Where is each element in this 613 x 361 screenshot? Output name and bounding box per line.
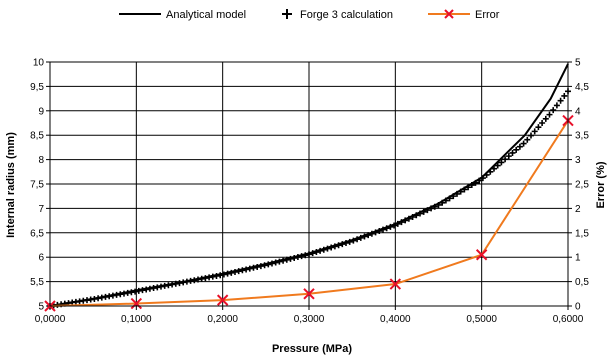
forge-marker <box>520 140 527 147</box>
forge-marker <box>561 92 568 99</box>
x-axis-ticks: 0,0000 0,1000 0,2000 0,3000 0,4000 0,5000 0,60… <box>35 306 584 325</box>
x-axis-title: Pressure (MPa) <box>272 343 352 355</box>
forge-marker <box>505 153 512 160</box>
error-marker <box>130 297 143 310</box>
y-tick-label: 8 <box>38 155 44 166</box>
forge-marker <box>494 162 501 169</box>
forge-marker <box>531 128 538 135</box>
forge-marker <box>553 102 560 109</box>
y2-tick-label: 4,5 <box>575 82 589 93</box>
legend-swatch-forge <box>282 9 292 19</box>
legend-item-analytical: Analytical model <box>119 9 246 21</box>
y-axis-title: Internal radius (mm) <box>5 132 17 238</box>
y-tick-label: 7,5 <box>30 180 44 191</box>
y-tick-label: 10 <box>33 58 45 69</box>
x-tick-label: 0,6000 <box>553 314 584 325</box>
y-tick-label: 5 <box>38 302 44 313</box>
x-tick-label: 0,0000 <box>35 314 66 325</box>
y-tick-label: 5,5 <box>30 277 44 288</box>
y-tick-label: 8,5 <box>30 131 44 142</box>
y-tick-label: 9 <box>38 106 44 117</box>
error-marker <box>303 288 315 300</box>
forge-marker <box>513 146 520 153</box>
legend: Analytical model Forge 3 calculation Err… <box>119 9 500 21</box>
legend-item-error: Error <box>428 9 500 21</box>
x-tick-label: 0,2000 <box>207 314 238 325</box>
plot-area-frame <box>49 61 569 307</box>
x-tick-label: 0,1000 <box>121 314 152 325</box>
forge-marker <box>528 132 534 139</box>
y2-tick-label: 1 <box>575 253 581 264</box>
error-marker <box>475 249 488 261</box>
y2-axis-ticks: 0 0,5 1 1,5 2 2,5 3 3,5 4 4,5 5 <box>568 58 589 313</box>
y-tick-label: 6 <box>38 253 44 264</box>
y2-tick-label: 2 <box>575 204 581 215</box>
legend-item-forge: Forge 3 calculation <box>282 9 393 21</box>
y2-tick-label: 5 <box>575 58 581 69</box>
forge-marker <box>546 111 553 118</box>
forge-marker <box>557 97 564 104</box>
forge-marker <box>498 159 505 166</box>
grid <box>49 61 569 307</box>
forge-marker <box>524 136 531 143</box>
error-marker <box>216 294 229 306</box>
error-marker <box>389 278 402 290</box>
forge-marker <box>550 107 557 114</box>
y2-tick-label: 3 <box>575 155 581 166</box>
y-tick-label: 7 <box>38 204 44 215</box>
forge-marker <box>516 143 523 150</box>
forge-marker <box>542 115 549 122</box>
y2-tick-label: 1,5 <box>575 228 589 239</box>
legend-swatch-error-marker <box>444 9 454 19</box>
forge-marker <box>535 124 542 131</box>
series-analytical-model-line <box>49 63 569 307</box>
forge-marker <box>539 120 546 126</box>
y2-tick-label: 4 <box>575 106 581 117</box>
y2-tick-label: 0 <box>575 302 581 313</box>
forge-marker <box>509 149 516 156</box>
y-axis-ticks: 5 5,5 6 6,5 7 7,5 8 8,5 9 9,5 10 <box>30 58 50 313</box>
legend-label-error: Error <box>475 9 500 21</box>
series-layer <box>44 63 574 312</box>
y2-tick-label: 3,5 <box>575 131 589 142</box>
x-tick-label: 0,4000 <box>380 314 411 325</box>
y2-axis-title: Error (%) <box>595 161 607 208</box>
x-tick-label: 0,3000 <box>294 314 325 325</box>
y2-tick-label: 0,5 <box>575 277 589 288</box>
legend-label-analytical: Analytical model <box>166 9 246 21</box>
legend-label-forge: Forge 3 calculation <box>300 9 393 21</box>
forge-marker <box>502 156 509 163</box>
x-tick-label: 0,5000 <box>466 314 497 325</box>
y-tick-label: 9,5 <box>30 82 44 93</box>
y2-tick-label: 2,5 <box>575 180 589 191</box>
y-tick-label: 6,5 <box>30 228 44 239</box>
